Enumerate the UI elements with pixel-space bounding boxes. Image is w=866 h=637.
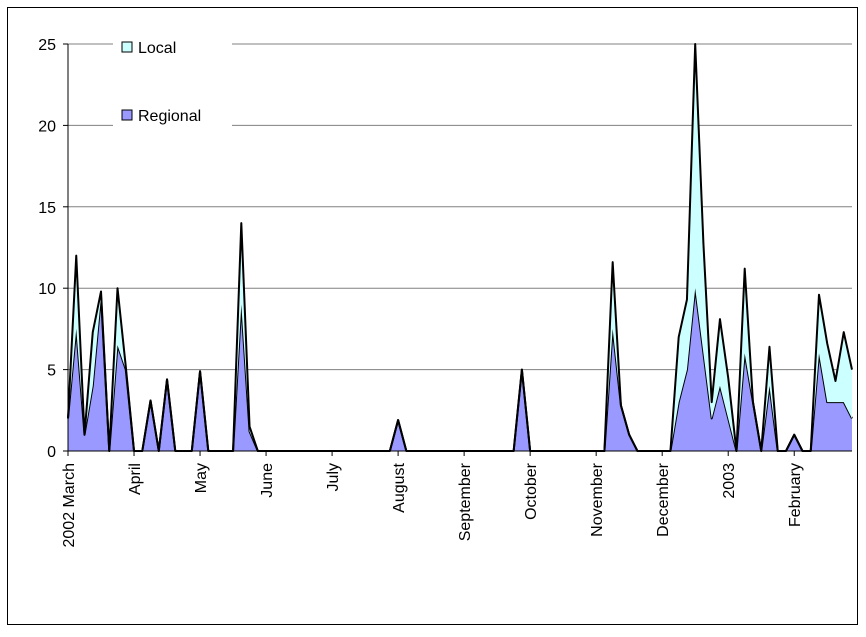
legend-swatch [121, 109, 133, 121]
legend-box [113, 29, 232, 133]
y-tick-label: 10 [38, 281, 56, 298]
x-tick-label: 2003 [721, 463, 738, 499]
x-tick-label: September [457, 462, 474, 541]
y-tick-label: 0 [47, 444, 56, 461]
legend-label: Local [138, 40, 176, 57]
legend-swatch [121, 41, 133, 53]
legend-label: Regional [138, 108, 201, 125]
x-tick-label: July [325, 463, 342, 491]
x-tick-label: August [391, 462, 408, 512]
x-tick-label: November [589, 462, 606, 536]
y-tick-label: 25 [38, 37, 56, 54]
x-tick-label: December [655, 462, 672, 536]
y-tick-label: 20 [38, 118, 56, 135]
x-tick-label: May [193, 463, 210, 493]
y-tick-label: 5 [47, 363, 56, 380]
x-tick-label: 2002 March [61, 463, 78, 548]
x-tick-label: April [127, 463, 144, 495]
legend: Local Regional [113, 29, 232, 133]
x-tick-label: October [523, 462, 540, 520]
y-tick-label: 15 [38, 200, 56, 217]
area [68, 288, 852, 451]
x-tick-label: February [787, 463, 804, 527]
axes: 0 5 10 15 20 25 2002 March April May June July Augu… [38, 37, 852, 548]
x-tick-label: June [259, 463, 276, 498]
